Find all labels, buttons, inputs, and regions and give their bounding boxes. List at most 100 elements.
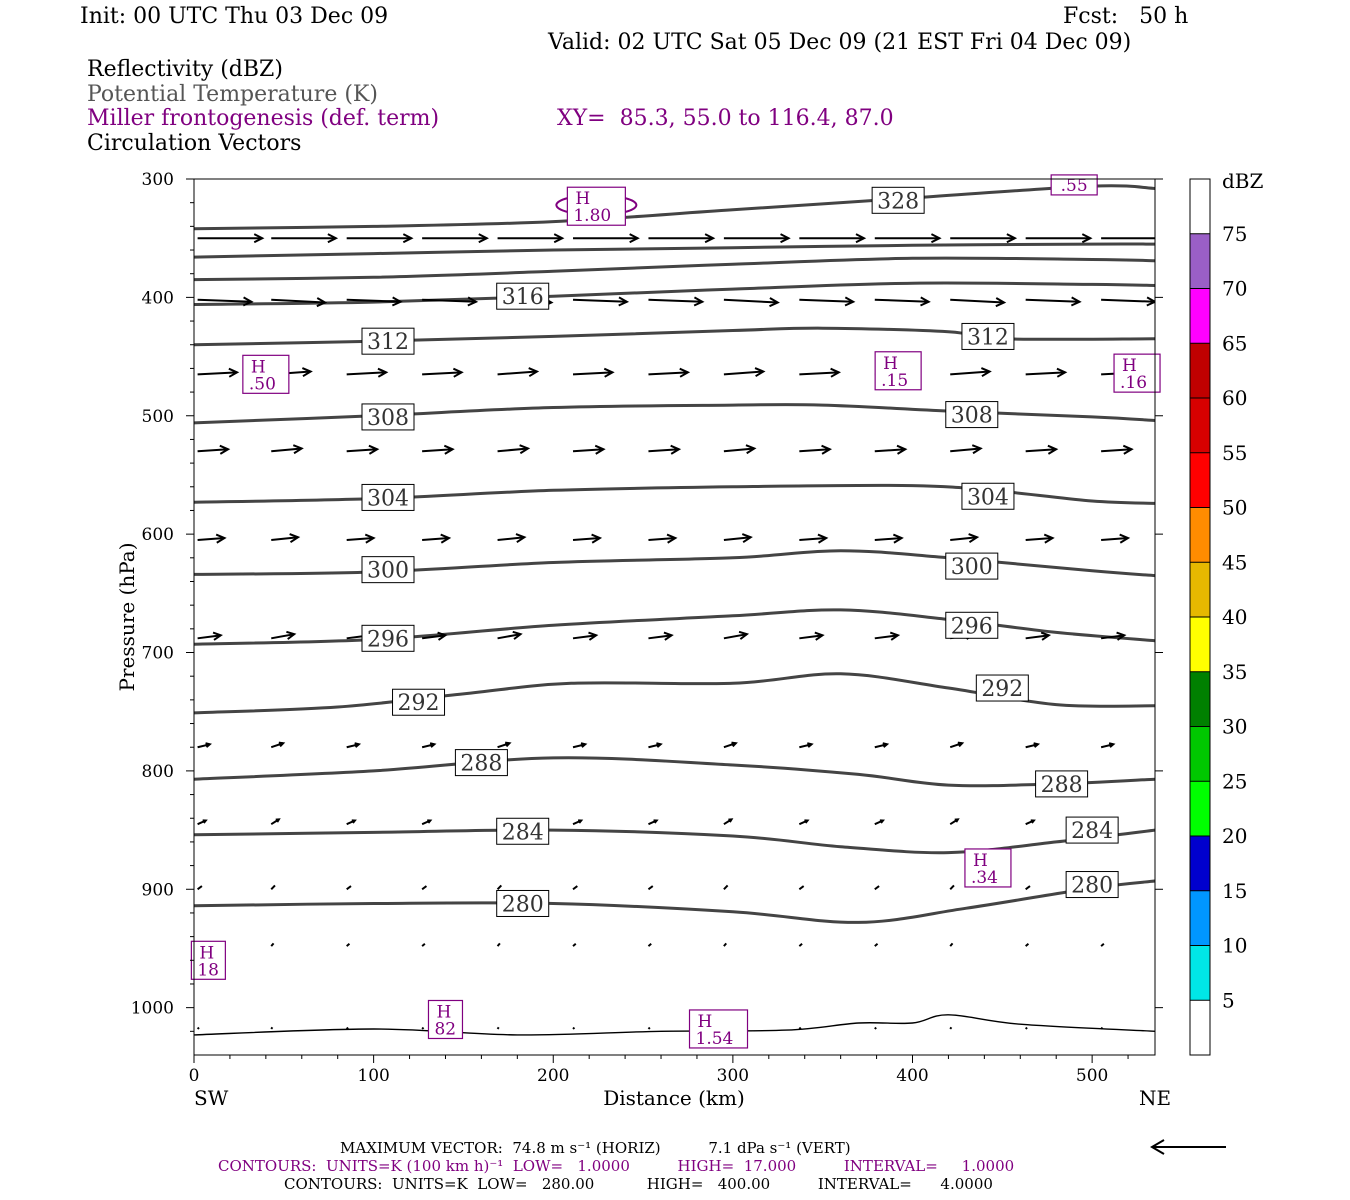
circulation-vector (496, 1026, 500, 1030)
circulation-vector (497, 533, 527, 544)
circulation-vector (799, 631, 825, 641)
frontogenesis-max-marker: H82 (427, 999, 464, 1039)
circulation-vector (648, 819, 659, 826)
circulation-vector (874, 296, 931, 307)
theta-contour-296 (194, 608, 1155, 646)
colorbar-label: 50 (1222, 496, 1247, 520)
colorbar-segment (1190, 288, 1210, 344)
circulation-vector (345, 1026, 349, 1030)
frontogenesis-max-value: .15 (881, 371, 908, 391)
theta-contour-280 (194, 879, 1155, 924)
max-vector-arrow (1150, 1139, 1226, 1155)
circulation-vector (271, 297, 328, 308)
circulation-vector (723, 444, 757, 455)
colorbar-segment (1190, 671, 1210, 727)
colorbar-segment (1190, 781, 1210, 836)
circulation-vector (346, 444, 380, 455)
y-tick-label: 900 (142, 880, 174, 900)
theta-label-box (496, 817, 550, 845)
x-tick-label: 100 (357, 1066, 389, 1086)
circulation-vector (950, 297, 1007, 308)
x-end-label-sw: SW (194, 1086, 229, 1110)
circulation-vector (950, 233, 1018, 244)
theta-label-box (961, 322, 1015, 350)
frontogenesis-max-value: .16 (1120, 373, 1147, 393)
circulation-vector (874, 885, 880, 891)
circulation-vector (1101, 296, 1155, 307)
frontogenesis-max-value: .34 (971, 868, 998, 888)
circulation-vector (949, 1026, 953, 1030)
circulation-vector (270, 818, 281, 826)
colorbar-segment (1190, 726, 1210, 782)
circulation-vector (497, 630, 523, 640)
circulation-vector (1101, 444, 1134, 455)
y-axis-title: Pressure (hPa) (115, 543, 139, 692)
circulation-vector (1025, 233, 1093, 244)
theta-contour-label: 316 (502, 285, 544, 310)
circulation-vector (723, 367, 766, 378)
theta-label-box (361, 624, 415, 652)
circulation-vector (197, 819, 208, 826)
frontogenesis-high-letter: H (698, 1012, 713, 1032)
colorbar-label: 70 (1222, 277, 1247, 301)
y-tick-label: 600 (142, 525, 174, 545)
forecast-hour: Fcst: 50 h (1063, 4, 1189, 29)
colorbar-label: 15 (1222, 879, 1247, 903)
theta-label-box (361, 483, 415, 511)
circulation-vector (572, 819, 584, 826)
circulation-vector (421, 631, 448, 641)
circulation-vector (422, 367, 464, 378)
frontogenesis-max-marker: H18 (190, 940, 226, 980)
frontogenesis-contour-note: CONTOURS: UNITS=K (100 km h)⁻¹ LOW= 1.00… (218, 1157, 1015, 1175)
circulation-vector (1025, 885, 1031, 891)
circulation-vector (1025, 819, 1036, 826)
theta-label-box (392, 688, 446, 716)
circulation-vector (421, 885, 428, 891)
x-axis-title: Distance (km) (603, 1086, 745, 1110)
colorbar-label: 55 (1222, 441, 1247, 465)
colorbar-segment (1190, 562, 1210, 617)
colorbar-segment (1190, 1000, 1210, 1055)
circulation-vector (572, 367, 615, 378)
circulation-vector (874, 819, 886, 826)
circulation-vector (723, 297, 780, 308)
circulation-vector (497, 444, 531, 455)
circulation-vector (421, 1026, 425, 1030)
circulation-vector (723, 884, 729, 890)
circulation-vector (572, 885, 578, 891)
theta-contour-label: 296 (367, 627, 409, 652)
circulation-vector (572, 943, 577, 947)
theta-contour-288 (194, 756, 1155, 788)
colorbar-segment (1190, 617, 1210, 672)
valid-time: Valid: 02 UTC Sat 05 Dec 09 (21 EST Fri … (548, 30, 1132, 55)
circulation-vector (496, 942, 501, 947)
theta-label-box (945, 611, 999, 639)
frontogenesis-max-value: .50 (249, 374, 276, 394)
circulation-vector (197, 631, 223, 641)
circulation-vector (798, 943, 803, 947)
frontogenesis-max-marker: H.34 (964, 848, 1012, 888)
circulation-vector (197, 742, 212, 749)
colorbar-segment (1190, 398, 1210, 453)
theta-contour-note: CONTOURS: UNITS=K LOW= 280.00 HIGH= 400.… (284, 1175, 993, 1193)
circulation-vector (346, 533, 376, 544)
circulation-vector (197, 444, 231, 455)
circulation-vector (647, 1026, 651, 1030)
theta-label-box (871, 186, 925, 214)
theta-contour-label: 280 (1071, 874, 1113, 899)
circulation-vector (196, 1026, 200, 1030)
circulation-vector (874, 444, 908, 455)
circulation-vector (874, 1026, 877, 1030)
colorbar-segment (1190, 343, 1210, 398)
cross-section-coords: XY= 85.3, 55.0 to 116.4, 87.0 (557, 106, 894, 131)
circulation-vector (346, 367, 389, 378)
circulation-vector (1025, 444, 1059, 455)
circulation-vector (799, 444, 833, 455)
frontogenesis-max-value: .55 (1061, 176, 1088, 196)
circulation-vector (798, 885, 805, 891)
circulation-vector (1025, 296, 1082, 307)
circulation-vector (648, 233, 716, 244)
circulation-vector (422, 444, 455, 455)
theta-contour-328 (194, 184, 1155, 231)
circulation-vector (647, 885, 654, 891)
